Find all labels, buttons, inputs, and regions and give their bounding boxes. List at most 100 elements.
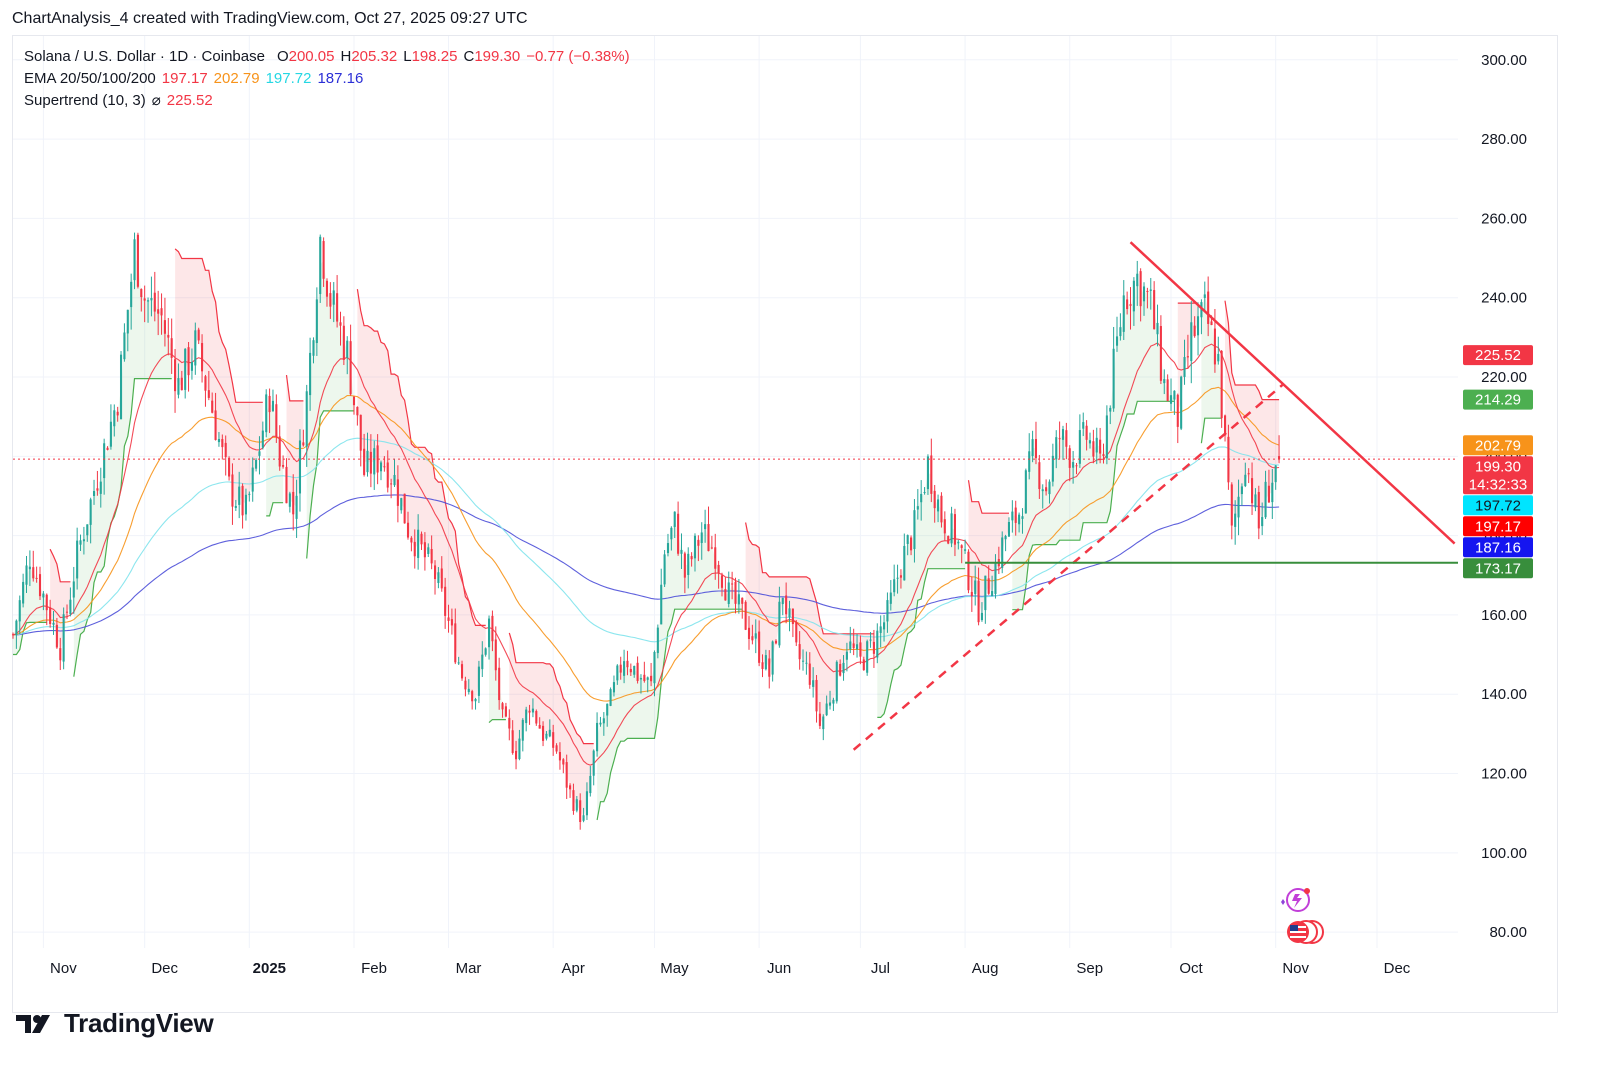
- x-tick-label: Feb: [361, 960, 387, 977]
- ema-legend-row[interactable]: EMA 20/50/100/200 197.17 202.79 197.72 1…: [24, 68, 630, 90]
- candle: [167, 317, 170, 356]
- candle-body: [910, 537, 913, 551]
- candle: [410, 536, 413, 552]
- candle-body: [565, 762, 568, 788]
- y-tick-label: 240.00: [1481, 290, 1527, 307]
- candle: [42, 591, 45, 611]
- chart-ui-icons: [1278, 886, 1328, 961]
- candle-body: [1129, 304, 1132, 306]
- supertrend-fill-down: [1225, 300, 1280, 522]
- supertrend-legend-row[interactable]: Supertrend (10, 3) ⌀ 225.52: [24, 90, 630, 112]
- candle-body: [798, 644, 801, 660]
- candle: [1072, 451, 1075, 484]
- candle-body: [1234, 513, 1237, 527]
- candle: [646, 676, 649, 693]
- symbol-label[interactable]: Solana / U.S. Dollar · 1D · Coinbase: [24, 48, 265, 65]
- price-label: 225.52: [1463, 345, 1533, 366]
- candle: [545, 731, 548, 741]
- candle: [231, 463, 234, 525]
- candle-body: [612, 682, 616, 693]
- candle-body: [1119, 327, 1122, 337]
- x-tick-label: Sep: [1076, 960, 1103, 977]
- candle-body: [204, 376, 207, 391]
- candle-body: [413, 541, 416, 557]
- candle: [899, 569, 902, 589]
- candle-body: [980, 612, 984, 621]
- candle: [292, 474, 295, 531]
- candle: [143, 285, 146, 323]
- candle-body: [555, 745, 558, 752]
- candle-body: [916, 506, 919, 510]
- candle: [535, 709, 538, 726]
- candle: [508, 709, 511, 741]
- price-label-text: 199.30: [1475, 458, 1521, 475]
- supertrend-symbol: ⌀: [151, 92, 161, 109]
- candle: [356, 406, 359, 426]
- candle: [413, 529, 416, 569]
- candle: [234, 499, 237, 511]
- candle: [525, 706, 528, 732]
- candle: [957, 539, 960, 550]
- candle-body: [1034, 439, 1038, 459]
- candle: [265, 389, 268, 438]
- candle: [879, 615, 882, 648]
- x-tick-label: Dec: [151, 960, 178, 977]
- candle: [1166, 374, 1169, 402]
- supertrend-fill-down: [50, 549, 71, 655]
- candle: [1234, 500, 1237, 545]
- price-label-box: [1463, 345, 1533, 366]
- candle: [639, 674, 643, 694]
- candle: [1149, 277, 1152, 310]
- candle: [855, 633, 859, 658]
- supertrend-fill-down: [175, 248, 263, 507]
- candle: [295, 479, 298, 538]
- candle-body: [579, 800, 582, 823]
- candle-body: [1055, 437, 1058, 460]
- candle-body: [1159, 326, 1162, 381]
- candle-body: [842, 662, 845, 674]
- candle-body: [1109, 407, 1112, 412]
- economic-events-icon[interactable]: [1287, 920, 1324, 944]
- candle-body: [670, 527, 673, 540]
- candle: [886, 592, 889, 633]
- price-label: 202.79: [1463, 435, 1533, 456]
- candle: [987, 565, 990, 595]
- candle: [967, 549, 970, 594]
- candle: [1028, 433, 1031, 480]
- candle-body: [244, 494, 248, 515]
- tradingview-logo-icon: [16, 1014, 50, 1033]
- tradingview-logo[interactable]: TradingView: [16, 1008, 214, 1039]
- candle-body: [801, 660, 805, 662]
- candle: [960, 544, 963, 564]
- candle-body: [177, 378, 180, 395]
- candle: [498, 657, 501, 710]
- candle: [923, 487, 926, 495]
- candle-body: [1028, 451, 1031, 472]
- candle-body: [207, 390, 210, 398]
- candle-body: [1004, 536, 1007, 540]
- candle-body: [727, 582, 730, 604]
- candle-body: [741, 597, 744, 604]
- y-tick-label: 120.00: [1481, 766, 1527, 783]
- tradingview-brand: TradingView: [64, 1008, 214, 1038]
- candle-body: [886, 600, 889, 622]
- candle-body: [403, 493, 406, 524]
- ema50-value: 202.79: [213, 70, 260, 87]
- price-label-text: 197.17: [1475, 518, 1521, 535]
- candle-body: [825, 703, 828, 716]
- candle: [619, 656, 622, 680]
- candle-body: [849, 641, 852, 650]
- x-tick-label: Nov: [50, 960, 77, 977]
- candle-body: [1180, 376, 1183, 429]
- low-value: 198.25: [411, 48, 458, 65]
- supertrend-fill-down: [1177, 303, 1198, 411]
- candle-body: [653, 651, 656, 684]
- candle: [420, 531, 423, 551]
- candle: [349, 324, 352, 396]
- candle-body: [163, 320, 166, 334]
- sparkle-icon[interactable]: [1281, 888, 1310, 912]
- candle: [15, 619, 18, 649]
- candle: [774, 639, 778, 645]
- candle-body: [862, 659, 865, 671]
